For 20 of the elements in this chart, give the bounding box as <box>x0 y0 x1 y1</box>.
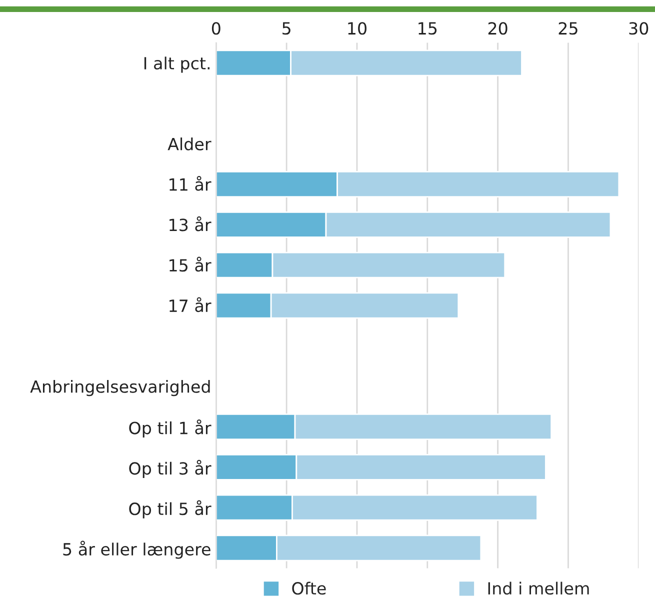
x-tick-label: 20 <box>488 22 508 35</box>
y-tick-label: 15 år <box>170 256 212 272</box>
x-tick-label: 10 <box>348 22 366 35</box>
y-tick-label: Op til 5 år <box>129 500 212 518</box>
x-tick-label: 25 <box>558 22 578 35</box>
x-tick-label: 5 <box>282 22 290 35</box>
legend-label: Ind i mellem <box>488 582 589 595</box>
x-tick-label: 0 <box>212 22 220 35</box>
y-tick-label: Anbringelsesvarighed <box>30 380 210 396</box>
legend-label: Ofte <box>292 582 326 595</box>
y-tick-label: 5 år eller længere <box>63 540 210 559</box>
y-tick-label: 13 år <box>170 216 212 232</box>
y-tick-label: Op til 3 år <box>129 460 212 478</box>
y-tick-label: 11 år <box>170 176 212 191</box>
x-tick-label: 15 <box>418 22 437 35</box>
y-tick-label: 17 år <box>170 297 212 312</box>
x-tick-label: 30 <box>629 22 648 35</box>
y-tick-label: I alt pct. <box>144 56 210 73</box>
y-tick-label: Op til 1 år <box>129 419 212 438</box>
y-tick-label: Alder <box>168 137 212 150</box>
